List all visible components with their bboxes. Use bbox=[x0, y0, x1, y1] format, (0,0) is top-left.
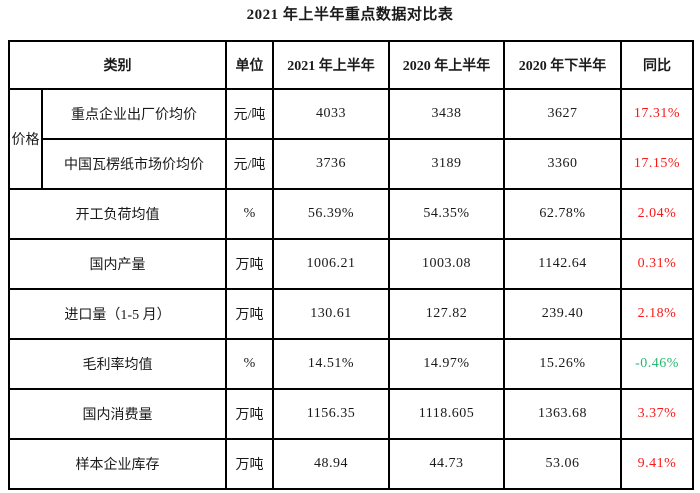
table-row: 国内消费量 万吨 1156.35 1118.605 1363.68 3.37% bbox=[8, 388, 694, 440]
yoy-cell: 2.04% bbox=[620, 188, 694, 240]
table-row: 价格 重点企业出厂价均价 元/吨 4033 3438 3627 17.31% bbox=[8, 88, 694, 190]
value-2020-h2: 15.26% bbox=[503, 338, 622, 390]
unit-cell: 万吨 bbox=[225, 438, 274, 490]
value-2020-h1: 3438 bbox=[388, 88, 505, 140]
table-row: 样本企业库存 万吨 48.94 44.73 53.06 9.41% bbox=[8, 438, 694, 490]
row-label: 开工负荷均值 bbox=[8, 188, 227, 240]
value-2020-h2: 1142.64 bbox=[503, 238, 622, 290]
row-label: 国内消费量 bbox=[8, 388, 227, 440]
yoy-cell: 17.31% bbox=[620, 88, 694, 140]
value-2020-h1: 127.82 bbox=[388, 288, 505, 340]
value-2020-h2: 239.40 bbox=[503, 288, 622, 340]
unit-cell: 元/吨 bbox=[225, 88, 274, 140]
value-2021-h1: 14.51% bbox=[272, 338, 390, 390]
yoy-cell: 9.41% bbox=[620, 438, 694, 490]
comparison-table: 类别 单位 2021 年上半年 2020 年上半年 2020 年下半年 同比 价… bbox=[8, 40, 694, 490]
table-row: 开工负荷均值 % 56.39% 54.35% 62.78% 2.04% bbox=[8, 188, 694, 240]
value-2020-h1: 54.35% bbox=[388, 188, 505, 240]
unit-cell: 万吨 bbox=[225, 288, 274, 340]
value-2021-h1: 56.39% bbox=[272, 188, 390, 240]
value-2020-h1: 14.97% bbox=[388, 338, 505, 390]
unit-cell: 万吨 bbox=[225, 388, 274, 440]
value-2020-h2: 1363.68 bbox=[503, 388, 622, 440]
unit-cell: % bbox=[225, 338, 274, 390]
value-2021-h1: 1156.35 bbox=[272, 388, 390, 440]
price-group-label: 价格 bbox=[8, 88, 43, 190]
value-2021-h1: 4033 bbox=[272, 88, 390, 140]
table-row: 中国瓦楞纸市场价均价 元/吨 3736 3189 3360 17.15% bbox=[9, 138, 694, 190]
table-row: 国内产量 万吨 1006.21 1003.08 1142.64 0.31% bbox=[8, 238, 694, 290]
yoy-cell: 3.37% bbox=[620, 388, 694, 440]
row-label: 进口量（1-5 月） bbox=[8, 288, 227, 340]
value-2020-h2: 3627 bbox=[503, 88, 622, 140]
column-header-2020-h2: 2020 年下半年 bbox=[503, 40, 622, 90]
unit-cell: 万吨 bbox=[225, 238, 274, 290]
page-title: 2021 年上半年重点数据对比表 bbox=[246, 7, 454, 23]
value-2020-h1: 1118.605 bbox=[388, 388, 505, 440]
value-2021-h1: 3736 bbox=[272, 138, 390, 190]
column-header-2021-h1: 2021 年上半年 bbox=[272, 40, 390, 90]
row-label: 重点企业出厂价均价 bbox=[41, 88, 227, 140]
value-2021-h1: 1006.21 bbox=[272, 238, 390, 290]
value-2020-h2: 3360 bbox=[503, 138, 622, 190]
value-2020-h2: 62.78% bbox=[503, 188, 622, 240]
value-2020-h2: 53.06 bbox=[503, 438, 622, 490]
column-header-unit: 单位 bbox=[225, 40, 274, 90]
row-label: 中国瓦楞纸市场价均价 bbox=[41, 138, 227, 190]
value-2020-h1: 1003.08 bbox=[388, 238, 505, 290]
row-label: 毛利率均值 bbox=[8, 338, 227, 390]
column-header-yoy: 同比 bbox=[620, 40, 694, 90]
unit-cell: % bbox=[225, 188, 274, 240]
table-row: 进口量（1-5 月） 万吨 130.61 127.82 239.40 2.18% bbox=[8, 288, 694, 340]
value-2020-h1: 3189 bbox=[388, 138, 505, 190]
yoy-cell: 17.15% bbox=[620, 138, 694, 190]
value-2021-h1: 130.61 bbox=[272, 288, 390, 340]
header-row: 类别 单位 2021 年上半年 2020 年上半年 2020 年下半年 同比 bbox=[8, 40, 694, 90]
row-label: 样本企业库存 bbox=[8, 438, 227, 490]
table-row: 毛利率均值 % 14.51% 14.97% 15.26% -0.46% bbox=[8, 338, 694, 390]
column-header-category: 类别 bbox=[8, 40, 227, 90]
yoy-cell: 2.18% bbox=[620, 288, 694, 340]
unit-cell: 元/吨 bbox=[225, 138, 274, 190]
value-2020-h1: 44.73 bbox=[388, 438, 505, 490]
value-2021-h1: 48.94 bbox=[272, 438, 390, 490]
yoy-cell: -0.46% bbox=[620, 338, 694, 390]
row-label: 国内产量 bbox=[8, 238, 227, 290]
column-header-2020-h1: 2020 年上半年 bbox=[388, 40, 505, 90]
yoy-cell: 0.31% bbox=[620, 238, 694, 290]
